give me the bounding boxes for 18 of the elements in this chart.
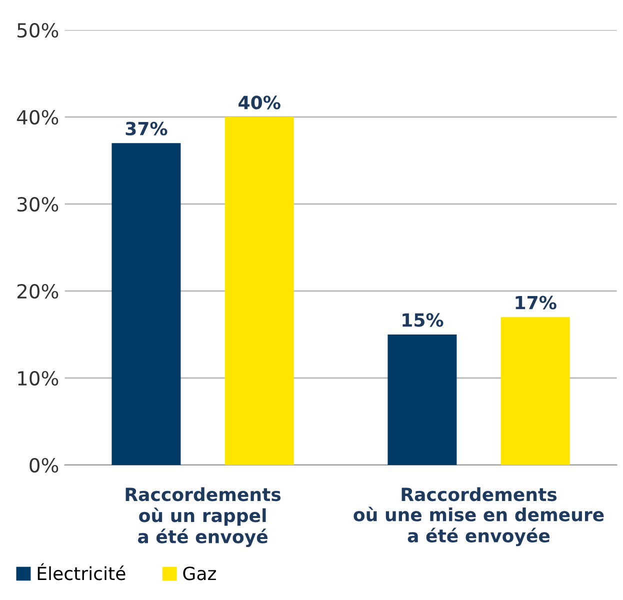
bar: [388, 334, 457, 465]
y-tick-label: 30%: [18, 196, 58, 212]
bar: [112, 143, 181, 465]
y-tick-label: 20%: [17, 284, 58, 299]
data-label: 17%: [516, 296, 556, 310]
legend-label: Électricité: [38, 563, 126, 580]
y-tick-label: 50%: [18, 22, 58, 38]
legend-label: Gaz: [183, 566, 216, 580]
bar: [500, 317, 570, 465]
data-label: 40%: [238, 96, 280, 110]
bar: [224, 117, 294, 465]
y-tick-label: 40%: [16, 110, 58, 125]
x-tick-label: Raccordements où une mise en demeure a été envoyée: [354, 487, 604, 546]
data-label: 37%: [126, 122, 168, 136]
x-tick-label: Raccordements où un rappel a été envoyé: [126, 487, 281, 548]
data-label: 15%: [402, 313, 444, 327]
y-tick-label: 10%: [18, 370, 58, 386]
y-tick-label: 0%: [30, 458, 58, 473]
